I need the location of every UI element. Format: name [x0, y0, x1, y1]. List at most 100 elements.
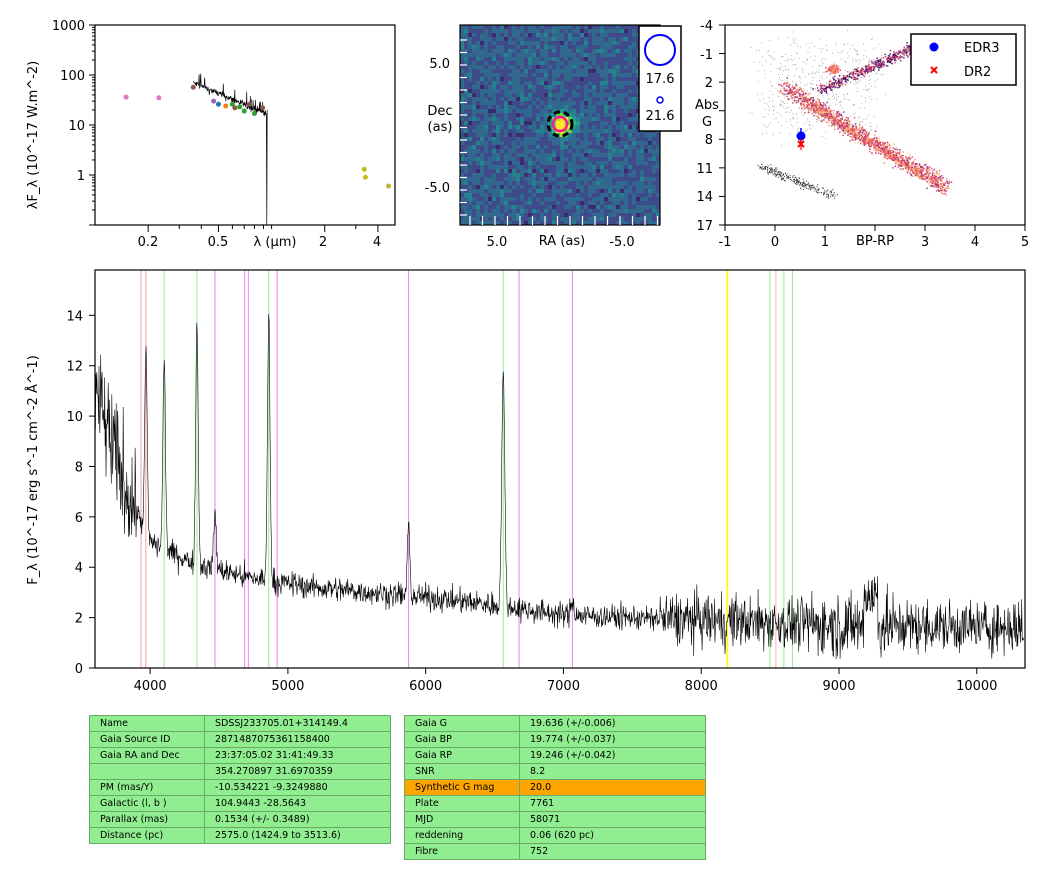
image-pixel: [476, 105, 480, 109]
hrd-density-dot: [807, 93, 809, 96]
image-pixel: [580, 209, 584, 213]
image-pixel: [500, 189, 504, 193]
image-pixel: [492, 149, 496, 153]
image-pixel: [548, 197, 552, 201]
image-pixel: [524, 137, 528, 141]
image-pixel: [472, 173, 476, 177]
hrd-core-dot: [923, 174, 926, 176]
hrd-density-dot: [788, 86, 790, 88]
image-pixel: [624, 89, 628, 93]
image-pixel: [532, 205, 536, 209]
image-ylabel-2: (as): [428, 120, 453, 135]
image-pixel: [552, 97, 556, 101]
image-pixel: [484, 117, 488, 121]
hrd-giant-dot: [820, 86, 823, 88]
image-pixel: [560, 33, 564, 37]
image-pixel: [488, 121, 492, 125]
hrd-giant-dot: [817, 87, 819, 89]
image-pixel: [612, 117, 616, 121]
image-pixel: [608, 221, 612, 225]
hrd-core-dot: [907, 167, 910, 170]
image-pixel: [516, 85, 520, 89]
image-pixel: [488, 53, 492, 57]
hrd-core-dot: [908, 166, 911, 169]
image-pixel: [460, 49, 464, 53]
hrd-density-dot: [841, 129, 843, 132]
image-pixel: [516, 93, 520, 97]
image-pixel: [612, 221, 616, 225]
hrd-density-dot: [786, 77, 788, 79]
hrd-density-dot: [940, 190, 942, 193]
hrd-density-dot: [886, 158, 888, 160]
hrd-core-dot: [833, 122, 836, 125]
image-pixel: [460, 193, 464, 197]
image-pixel: [464, 37, 468, 41]
image-pixel: [588, 93, 592, 97]
hrd-density-dot: [871, 129, 873, 131]
image-pixel: [604, 133, 608, 137]
hrd-core-dot: [850, 131, 852, 133]
image-pixel: [628, 221, 632, 225]
hrd-density-dot: [938, 174, 940, 176]
image-pixel: [516, 185, 520, 189]
image-pixel: [576, 93, 580, 97]
image-pixel: [580, 205, 584, 209]
image-pixel: [500, 89, 504, 93]
image-pixel: [536, 77, 540, 81]
hrd-core-dot: [892, 159, 894, 162]
image-pixel: [648, 193, 652, 197]
image-pixel: [572, 153, 576, 157]
image-pixel: [632, 197, 636, 201]
image-pixel: [500, 141, 504, 145]
image-pixel: [480, 157, 484, 161]
image-pixel: [636, 121, 640, 125]
image-pixel: [616, 221, 620, 225]
hrd-density-dot: [842, 129, 844, 131]
hrd-density-dot: [831, 124, 833, 127]
hrd-giant-dot: [875, 62, 878, 64]
image-pixel: [560, 53, 564, 57]
hrd-density-dot: [812, 100, 814, 102]
hrd-density-dot: [931, 172, 934, 174]
image-pixel: [580, 201, 584, 205]
image-pixel: [548, 29, 552, 33]
image-pixel: [540, 101, 544, 105]
image-pixel: [540, 161, 544, 165]
hrd-density-dot: [815, 100, 818, 103]
hrd-giant-dot: [863, 75, 866, 78]
image-pixel: [620, 153, 624, 157]
hrd-density-dot: [853, 127, 855, 130]
image-pixel: [536, 61, 540, 65]
image-pixels: [460, 25, 660, 225]
image-pixel: [588, 213, 592, 217]
image-pixel: [636, 201, 640, 205]
hrd-core-dot: [864, 136, 867, 138]
hrd-core-dot: [871, 142, 874, 144]
image-pixel: [496, 41, 500, 45]
image-pixel: [532, 161, 536, 165]
image-pixel: [596, 209, 600, 213]
image-pixel: [488, 141, 492, 145]
hrd-giant-dot: [894, 58, 896, 60]
hrd-density-dot: [783, 87, 785, 89]
image-pixel: [560, 177, 564, 181]
hrd-density-dot: [836, 111, 838, 113]
target-marker: [551, 115, 569, 133]
image-pixel: [468, 49, 472, 53]
hrd-core-dot: [841, 123, 844, 126]
sed-ytick-1: 1: [77, 169, 85, 184]
hrd-giant-dot: [894, 52, 896, 54]
image-pixel: [580, 173, 584, 177]
image-pixel: [584, 201, 588, 205]
image-pixel: [512, 185, 516, 189]
image-pixel: [548, 185, 552, 189]
hrd-density-dot: [810, 108, 812, 110]
image-pixel: [520, 109, 524, 113]
hrd-core-dot: [899, 160, 901, 162]
image-pixel: [604, 77, 608, 81]
image-pixel: [496, 221, 500, 225]
image-pixel: [620, 193, 624, 197]
image-pixel: [568, 97, 572, 101]
image-pixel: [608, 81, 612, 85]
image-pixel: [600, 73, 604, 77]
